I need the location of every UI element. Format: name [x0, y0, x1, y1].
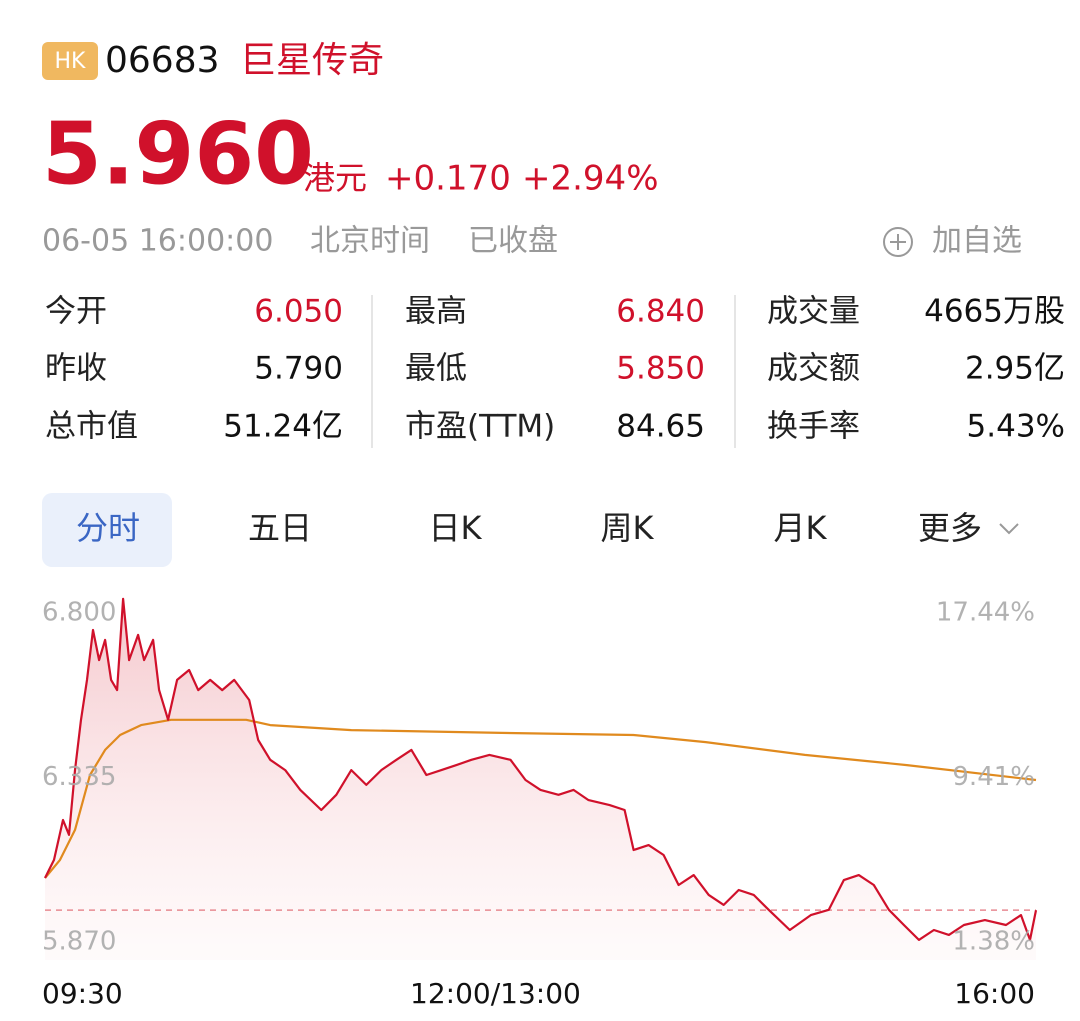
market-state: 已收盘	[468, 224, 558, 259]
change: +0.170	[385, 159, 511, 199]
y-tick-label: 5.870	[42, 927, 116, 957]
timezone: 北京时间	[310, 224, 430, 259]
price-line	[44, 597, 1038, 941]
y-tick-label: 6.800	[42, 598, 116, 628]
x-tick-label: 09:30	[42, 977, 123, 1010]
stat-value: 6.050	[254, 294, 343, 330]
y2-tick-label: 1.38%	[952, 927, 1035, 957]
stat-value: 51.24亿	[223, 409, 343, 445]
stat-label: 成交额	[767, 351, 860, 387]
stat-label: 总市值	[45, 409, 138, 445]
tab[interactable]: 分时	[76, 509, 140, 547]
currency: 港元	[303, 159, 367, 197]
price: 5.960	[42, 104, 314, 204]
stat-label: 今开	[45, 294, 107, 330]
tab[interactable]: 周K	[601, 509, 655, 547]
watch-text[interactable]: 加自选	[932, 224, 1022, 259]
stat-value: 6.840	[616, 294, 705, 330]
stat-label: 成交量	[767, 294, 860, 330]
tab[interactable]: 更多	[918, 509, 982, 547]
x-tick-label: 12:00/13:00	[410, 977, 581, 1010]
change-pct: +2.94%	[522, 159, 659, 199]
y-tick-label: 6.335	[42, 762, 116, 792]
badge-text: HK	[55, 49, 87, 74]
y2-tick-label: 9.41%	[952, 762, 1035, 792]
stat-value: 5.43%	[967, 409, 1065, 445]
plus-icon-cross	[890, 234, 906, 250]
plus-icon	[883, 227, 913, 257]
stat-value: 4665万股	[924, 294, 1065, 330]
stat-label: 市盈(TTM)	[405, 409, 555, 445]
tab-highlight	[42, 493, 172, 567]
x-tick-label: 16:00	[954, 977, 1035, 1010]
tab[interactable]: 日K	[429, 509, 483, 547]
stock-name: 巨星传奇	[240, 40, 384, 81]
stat-label: 最高	[405, 294, 467, 330]
datetime: 06-05 16:00:00	[42, 224, 273, 259]
stock-code: 06683	[105, 40, 220, 81]
chevron	[999, 523, 1019, 535]
price-area	[45, 598, 1036, 960]
tab[interactable]: 五日	[248, 509, 312, 547]
stat-label: 昨收	[45, 351, 107, 387]
stat-value: 5.790	[254, 351, 343, 387]
average-line	[44, 718, 1037, 879]
stat-label: 换手率	[767, 409, 860, 445]
watch-button[interactable]: 加自选	[883, 224, 1022, 259]
stat-value: 5.850	[616, 351, 705, 387]
stat-label: 最低	[405, 351, 467, 387]
y2-tick-label: 17.44%	[936, 598, 1035, 628]
market-badge	[42, 42, 98, 80]
tab[interactable]: 月K	[774, 509, 828, 547]
stat-value: 2.95亿	[965, 351, 1065, 387]
stat-value: 84.65	[616, 409, 705, 445]
